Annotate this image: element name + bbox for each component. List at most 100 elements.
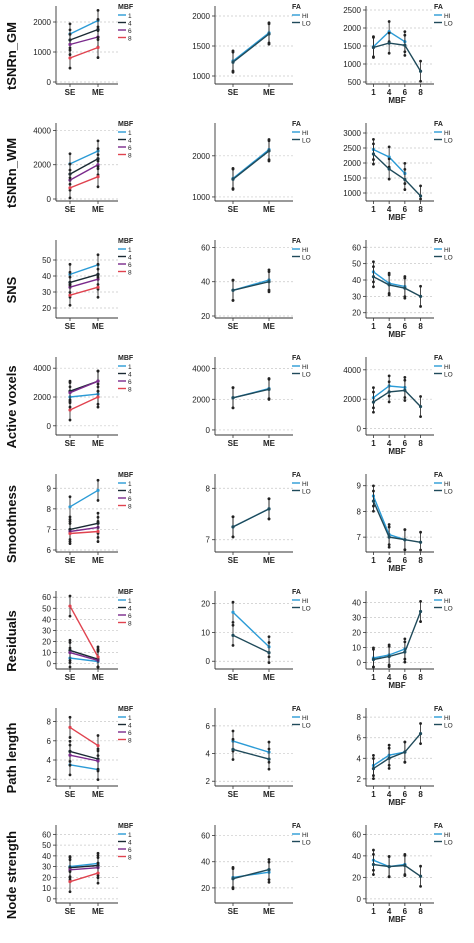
- y-tick-label: 9: [47, 484, 52, 493]
- error-cap: [68, 763, 72, 767]
- y-tick-label: 7: [357, 533, 362, 542]
- y-tick-label: 7: [47, 525, 52, 534]
- x-tick-label: SE: [228, 439, 239, 448]
- error-cap: [96, 36, 100, 39]
- series-line: [69, 150, 99, 165]
- y-tick-label: 3000: [343, 129, 361, 138]
- data-point: [371, 862, 376, 867]
- error-cap: [372, 162, 375, 166]
- data-point: [96, 529, 100, 534]
- error-cap: [372, 873, 375, 876]
- error-cap: [387, 523, 391, 526]
- x-tick-label: 1: [371, 205, 376, 214]
- data-point: [403, 538, 407, 542]
- legend-title: FA: [292, 823, 301, 830]
- error-cap: [403, 640, 407, 644]
- y-tick-label: 50: [42, 841, 51, 850]
- row-label: tSNRn_GM: [4, 22, 19, 90]
- x-tick-label: 6: [403, 439, 408, 448]
- y-tick-label: 10: [201, 628, 210, 637]
- data-point: [371, 657, 376, 662]
- error-cap: [372, 35, 375, 39]
- legend-label: LO: [302, 840, 311, 847]
- error-cap: [267, 377, 271, 381]
- error-cap: [372, 848, 375, 852]
- error-cap: [96, 369, 100, 373]
- data-point: [267, 507, 271, 511]
- legend-label: LO: [444, 255, 453, 262]
- error-cap: [96, 165, 100, 169]
- error-cap: [372, 410, 375, 414]
- series-line: [69, 750, 99, 760]
- error-cap: [96, 153, 100, 157]
- data-point: [96, 285, 100, 289]
- data-point: [96, 175, 100, 179]
- error-cap: [387, 525, 391, 529]
- data-point: [267, 149, 271, 153]
- error-cap: [96, 275, 100, 279]
- y-tick-label: 4: [206, 750, 211, 759]
- error-cap: [96, 515, 100, 519]
- x-tick-label: ME: [263, 790, 276, 799]
- legend-label: LO: [444, 21, 453, 28]
- y-tick-label: 40: [42, 852, 51, 861]
- x-tick-label: 6: [403, 322, 408, 331]
- error-cap: [231, 406, 235, 410]
- series-line: [373, 276, 421, 298]
- data-point: [418, 732, 423, 736]
- legend-label: LO: [444, 606, 453, 613]
- error-cap: [231, 623, 235, 627]
- series-line: [69, 380, 99, 394]
- legend-label: 6: [128, 847, 132, 854]
- error-cap: [419, 742, 422, 746]
- data-point: [418, 874, 423, 878]
- series-line: [69, 176, 99, 189]
- error-cap: [387, 743, 391, 747]
- series-line: [373, 863, 421, 877]
- data-point: [387, 535, 391, 539]
- error-cap: [68, 739, 72, 743]
- error-cap: [96, 754, 100, 758]
- error-cap: [68, 641, 72, 644]
- y-tick-label: 0: [206, 657, 211, 666]
- error-cap: [403, 168, 407, 171]
- error-cap: [68, 520, 72, 523]
- data-point: [231, 877, 235, 881]
- x-tick-label: 8: [418, 322, 423, 331]
- error-cap: [96, 478, 100, 482]
- series-line: [69, 489, 99, 508]
- data-point: [403, 750, 407, 754]
- legend-label: LO: [302, 138, 311, 145]
- error-cap: [372, 754, 375, 757]
- error-cap: [372, 56, 375, 59]
- series-line: [232, 32, 270, 62]
- error-cap: [96, 262, 100, 266]
- y-tick-label: 60: [42, 830, 51, 839]
- y-tick-label: 1500: [343, 42, 361, 51]
- error-cap: [372, 489, 375, 493]
- legend-title: MBF: [118, 121, 134, 128]
- x-tick-label: 4: [387, 88, 392, 97]
- legend-title: MBF: [118, 706, 134, 713]
- error-cap: [387, 293, 391, 297]
- error-cap: [96, 854, 100, 857]
- series-line: [69, 754, 99, 762]
- error-cap: [387, 855, 391, 858]
- legend-label: 8: [128, 270, 132, 277]
- error-cap: [403, 188, 407, 191]
- error-cap: [387, 273, 391, 277]
- legend-label: 6: [128, 379, 132, 386]
- y-tick-label: 2000: [343, 24, 361, 33]
- x-tick-label: ME: [263, 439, 276, 448]
- error-cap: [231, 758, 235, 761]
- error-cap: [68, 522, 72, 525]
- error-cap: [372, 138, 375, 141]
- y-tick-label: 40: [352, 276, 361, 285]
